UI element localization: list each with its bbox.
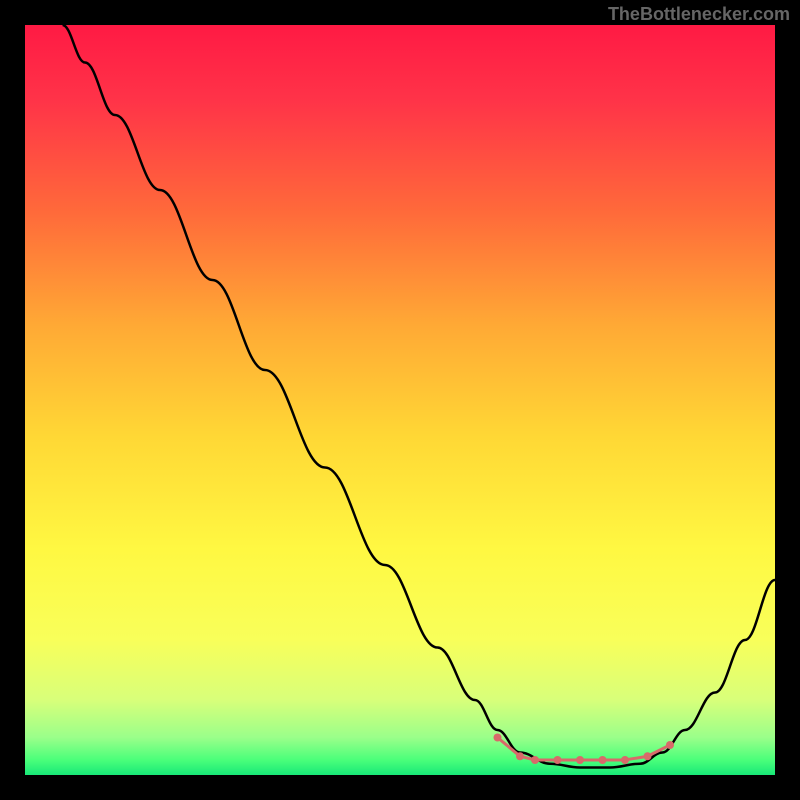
marker-dot bbox=[644, 752, 652, 760]
curve-overlay bbox=[25, 25, 775, 775]
marker-dot bbox=[621, 756, 629, 764]
bottleneck-curve bbox=[63, 25, 776, 768]
marker-dot bbox=[599, 756, 607, 764]
watermark-text: TheBottlenecker.com bbox=[608, 4, 790, 25]
marker-dot bbox=[666, 741, 674, 749]
marker-dot bbox=[576, 756, 584, 764]
marker-dot bbox=[494, 734, 502, 742]
marker-dot bbox=[531, 756, 539, 764]
marker-dot bbox=[516, 752, 524, 760]
markers-group bbox=[494, 734, 675, 765]
plot-area bbox=[25, 25, 775, 775]
marker-dot bbox=[554, 756, 562, 764]
